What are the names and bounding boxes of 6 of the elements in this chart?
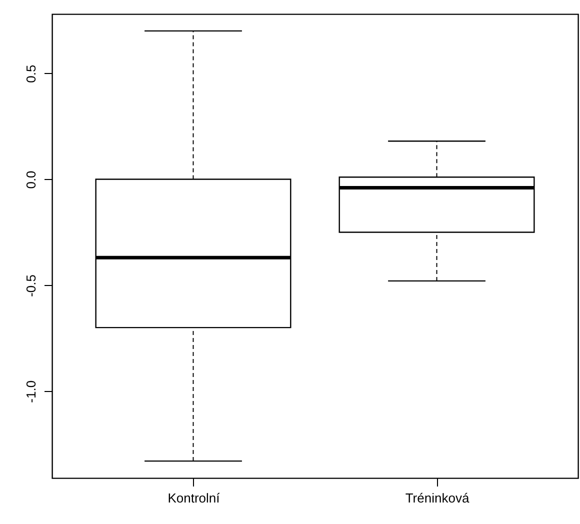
x-tick-label: Kontrolní bbox=[168, 490, 220, 506]
y-tick-label: 0.5 bbox=[24, 64, 38, 83]
x-tick-label: Tréninková bbox=[405, 490, 470, 506]
y-tick-label: -0.5 bbox=[24, 274, 38, 297]
y-tick-label: 0.0 bbox=[24, 170, 38, 189]
y-tick-label: -1.0 bbox=[24, 380, 38, 403]
